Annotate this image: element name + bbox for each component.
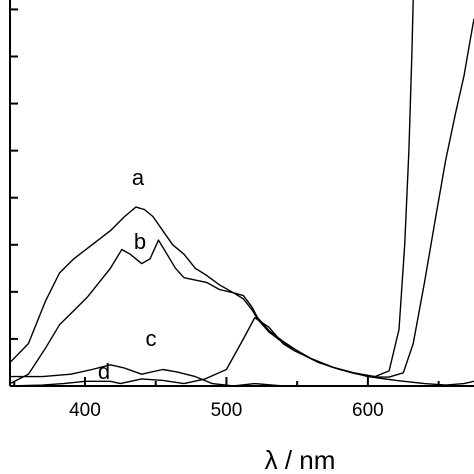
x-tick-label: 400 xyxy=(69,400,101,421)
curve-b xyxy=(10,18,474,385)
x-tick-label: 600 xyxy=(352,400,384,421)
curve-a xyxy=(10,0,414,378)
axes-group xyxy=(9,0,474,387)
x-axis-label: λ / nm xyxy=(265,445,336,474)
curve-label-b: b xyxy=(134,229,146,254)
curve-c xyxy=(10,364,368,386)
curve-label-c: c xyxy=(146,326,157,351)
curve-label-d: d xyxy=(98,359,110,384)
x-tick-label: 500 xyxy=(211,400,243,421)
labels-group: 400 500 600 λ / nm a b c d xyxy=(69,165,384,474)
curve-d xyxy=(10,317,474,386)
curve-label-a: a xyxy=(132,165,145,190)
curves-group xyxy=(10,0,474,386)
